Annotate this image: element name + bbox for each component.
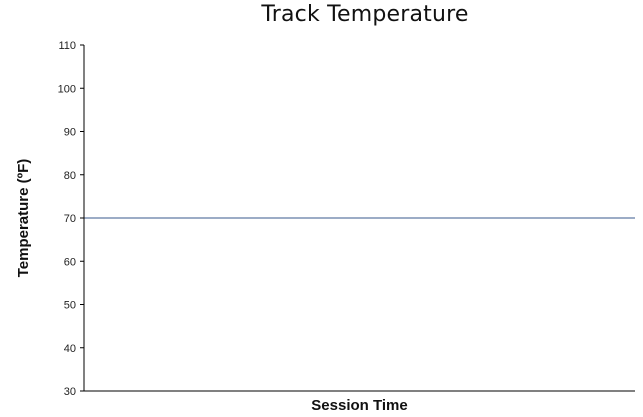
y-tick-label: 90 — [64, 127, 76, 139]
y-tick-label: 80 — [64, 170, 76, 182]
x-axis-title: Session Time — [311, 397, 407, 414]
y-tick-label: 70 — [64, 213, 76, 225]
y-tick-label: 110 — [58, 40, 76, 52]
y-tick-label: 50 — [64, 300, 76, 312]
y-axis-ticks: 30 40 50 60 70 80 90 100 110 — [58, 40, 84, 398]
chart-title: Track Temperature — [261, 2, 469, 27]
y-tick-label: 60 — [64, 256, 76, 268]
y-tick-label: 30 — [64, 386, 76, 398]
y-tick-label: 40 — [64, 343, 76, 355]
y-tick-label: 100 — [58, 83, 76, 95]
y-axis-title: Temperature (ºF) — [15, 159, 32, 278]
